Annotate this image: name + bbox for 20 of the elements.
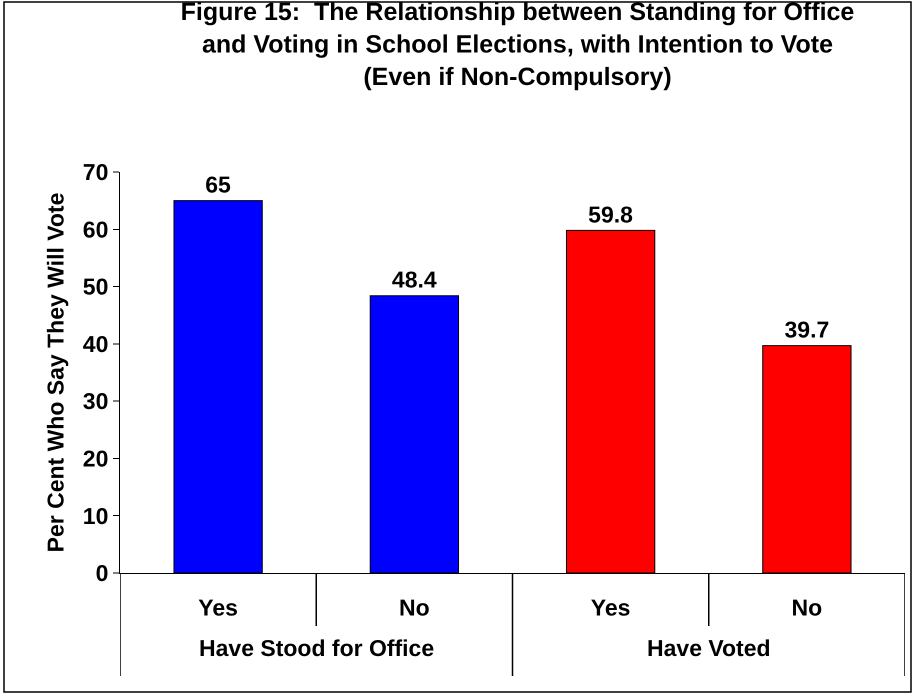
y-tick-label: 60 <box>82 216 108 242</box>
y-tick-label: 30 <box>82 388 108 414</box>
data-label: 39.7 <box>784 316 830 343</box>
y-tick-label: 0 <box>96 560 108 586</box>
y-tick-label: 20 <box>82 445 108 472</box>
x-tick-label: Yes <box>590 594 630 621</box>
data-label: 65 <box>205 172 232 198</box>
y-axis-title: Per Cent Who Say They Will Vote <box>42 192 68 552</box>
text: Have Voted <box>647 635 771 661</box>
chart-title: Figure 15: The Relationship between Standing for Office and Voting in School Elections, with Intention to Vote (Even if Non-Compulsory) <box>180 0 854 91</box>
y-tick-label: 40 <box>82 330 108 357</box>
data-label: 48.4 <box>392 266 437 293</box>
text: Have Stood for Office <box>199 635 434 661</box>
y-tick-label: 50 <box>82 274 108 300</box>
y-tick-label: 70 <box>82 159 108 186</box>
data-label: 59.8 <box>588 201 634 228</box>
x-tick-label: No <box>399 594 430 621</box>
x-tick-label: Yes <box>198 594 238 621</box>
x-tick-label: No <box>792 594 822 621</box>
y-tick-label: 10 <box>82 502 108 529</box>
